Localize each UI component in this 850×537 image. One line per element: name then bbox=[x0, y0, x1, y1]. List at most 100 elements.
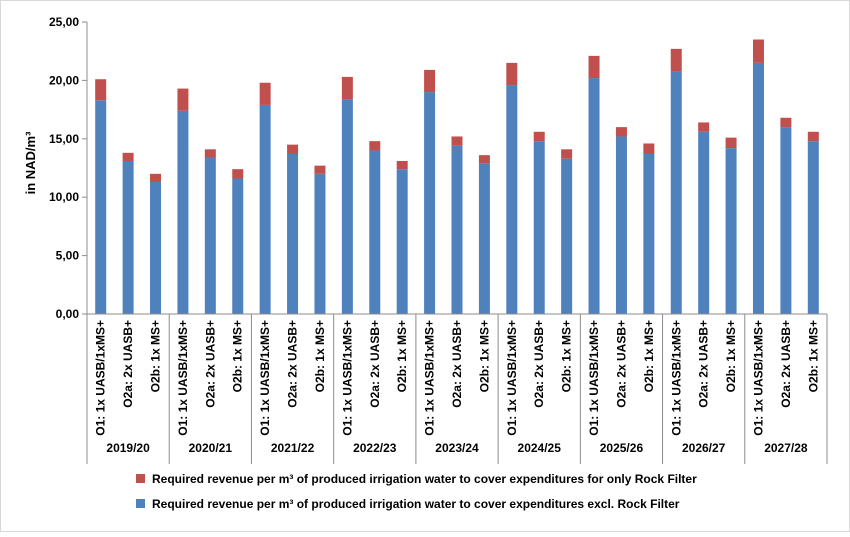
bar-segment-excl-rock-filter bbox=[506, 85, 518, 314]
x-tick-label: O1: 1x UASB/1xMS+ bbox=[423, 320, 437, 436]
bar-segment-excl-rock-filter bbox=[424, 92, 436, 314]
x-tick-label: O2a: 2x UASB+ bbox=[286, 320, 300, 408]
bar-segment-rock-filter bbox=[752, 39, 764, 63]
bar-segment-rock-filter bbox=[643, 143, 655, 154]
bar-segment-excl-rock-filter bbox=[150, 182, 162, 314]
x-tick-label: O2a: 2x UASB+ bbox=[450, 320, 464, 408]
x-group-label: 2023/24 bbox=[435, 441, 479, 455]
bar-segment-rock-filter bbox=[615, 127, 627, 137]
bar-segment-rock-filter bbox=[204, 149, 216, 158]
bar-segment-excl-rock-filter bbox=[369, 150, 381, 314]
y-tick-label: 15,00 bbox=[49, 132, 79, 146]
x-tick-label: O1: 1x UASB/1xMS+ bbox=[258, 320, 272, 436]
bar-segment-excl-rock-filter bbox=[478, 163, 490, 314]
bar-segment-excl-rock-filter bbox=[451, 145, 463, 314]
y-tick-label: 25,00 bbox=[49, 15, 79, 29]
bar-segment-excl-rock-filter bbox=[670, 71, 682, 314]
bar-segment-rock-filter bbox=[95, 79, 107, 101]
y-axis: 0,00 5,00 10,00 15,00 20,00 25,00 bbox=[49, 15, 88, 321]
x-group-label: 2020/21 bbox=[189, 441, 233, 455]
x-tick-label: O2a: 2x UASB+ bbox=[614, 320, 628, 408]
legend-swatch-excl-rock-filter bbox=[136, 499, 145, 508]
x-group-label: 2027/28 bbox=[764, 441, 808, 455]
x-tick-label: O1: 1x UASB/1xMS+ bbox=[94, 320, 108, 436]
x-tick-label: O2a: 2x UASB+ bbox=[368, 320, 382, 408]
bar-segment-rock-filter bbox=[807, 131, 819, 142]
bar-segment-excl-rock-filter bbox=[177, 110, 189, 315]
x-tick-label: O2a: 2x UASB+ bbox=[779, 320, 793, 408]
x-tick-label: O1: 1x UASB/1xMS+ bbox=[751, 320, 765, 436]
x-tick-label: O2b: 1x MS+ bbox=[149, 320, 163, 392]
bar-segment-excl-rock-filter bbox=[122, 160, 134, 314]
x-tick-label: O1: 1x UASB/1xMS+ bbox=[176, 320, 190, 436]
x-group-label: 2026/27 bbox=[682, 441, 726, 455]
bar-segment-rock-filter bbox=[232, 169, 244, 179]
x-tick-label: O1: 1x UASB/1xMS+ bbox=[669, 320, 683, 436]
x-axis: O1: 1x UASB/1xMS+ O2a: 2x UASB+ O2b: 1x MS… bbox=[86, 313, 828, 464]
legend: Required revenue per m³ of produced irri… bbox=[136, 472, 697, 511]
bar-segment-excl-rock-filter bbox=[95, 100, 107, 314]
bar-segment-rock-filter bbox=[424, 69, 436, 93]
x-tick-label: O2b: 1x MS+ bbox=[560, 320, 574, 392]
y-tick-label: 5,00 bbox=[56, 249, 80, 263]
bar-segment-rock-filter bbox=[259, 82, 271, 105]
bar-segment-rock-filter bbox=[287, 144, 299, 154]
bar-segment-excl-rock-filter bbox=[780, 127, 792, 315]
x-group-label: 2019/20 bbox=[106, 441, 150, 455]
x-tick-label: O2b: 1x MS+ bbox=[724, 320, 738, 392]
bar-segment-excl-rock-filter bbox=[204, 157, 216, 314]
bar-segment-excl-rock-filter bbox=[314, 173, 326, 314]
x-tick-label: O2a: 2x UASB+ bbox=[697, 320, 711, 408]
bar-segment-rock-filter bbox=[533, 131, 545, 142]
bar-segment-rock-filter bbox=[396, 160, 408, 170]
bar-segment-rock-filter bbox=[341, 76, 353, 100]
x-tick-label: O1: 1x UASB/1xMS+ bbox=[505, 320, 519, 436]
x-group-label: 2021/22 bbox=[271, 441, 315, 455]
x-tick-label: O2b: 1x MS+ bbox=[477, 320, 491, 392]
bar-segment-excl-rock-filter bbox=[561, 158, 573, 314]
x-group-label: 2024/25 bbox=[518, 441, 562, 455]
x-tick-label: O1: 1x UASB/1xMS+ bbox=[587, 320, 601, 436]
x-group-label: 2022/23 bbox=[353, 441, 397, 455]
bar-segment-rock-filter bbox=[314, 165, 326, 174]
bar-segment-excl-rock-filter bbox=[588, 78, 600, 314]
bar-segment-rock-filter bbox=[451, 136, 463, 146]
bar-segment-rock-filter bbox=[725, 137, 737, 149]
bar-segment-rock-filter bbox=[122, 152, 134, 161]
bar-segment-excl-rock-filter bbox=[341, 99, 353, 314]
x-tick-label: O2b: 1x MS+ bbox=[231, 320, 245, 392]
y-tick-label: 20,00 bbox=[49, 73, 79, 87]
y-axis-title: in NAD/m³ bbox=[23, 131, 38, 195]
bar-segment-rock-filter bbox=[506, 62, 518, 86]
bar-segment-excl-rock-filter bbox=[752, 62, 764, 314]
bar-segment-excl-rock-filter bbox=[643, 153, 655, 314]
bar-segment-rock-filter bbox=[670, 48, 682, 72]
x-tick-label: O2a: 2x UASB+ bbox=[121, 320, 135, 408]
bar-segment-excl-rock-filter bbox=[396, 169, 408, 314]
legend-label: Required revenue per m³ of produced irri… bbox=[152, 497, 680, 511]
x-tick-label: O2b: 1x MS+ bbox=[313, 320, 327, 392]
bar-segment-rock-filter bbox=[698, 122, 710, 132]
bar-segment-excl-rock-filter bbox=[533, 141, 545, 314]
bar-segment-excl-rock-filter bbox=[615, 136, 627, 314]
bar-segment-excl-rock-filter bbox=[725, 148, 737, 314]
bar-segment-excl-rock-filter bbox=[807, 141, 819, 314]
x-tick-label: O2a: 2x UASB+ bbox=[532, 320, 546, 408]
x-tick-label: O2b: 1x MS+ bbox=[642, 320, 656, 392]
legend-label: Required revenue per m³ of produced irri… bbox=[152, 472, 697, 486]
bar-segment-excl-rock-filter bbox=[698, 131, 710, 314]
x-tick-label: O1: 1x UASB/1xMS+ bbox=[340, 320, 354, 436]
legend-swatch-rock-filter bbox=[136, 474, 145, 483]
bar-segment-rock-filter bbox=[478, 155, 490, 164]
x-tick-label: O2b: 1x MS+ bbox=[806, 320, 820, 392]
bar-segment-rock-filter bbox=[150, 173, 162, 183]
bar-segment-excl-rock-filter bbox=[287, 153, 299, 314]
bars bbox=[95, 39, 819, 315]
y-tick-label: 10,00 bbox=[49, 190, 79, 204]
x-tick-label: O2a: 2x UASB+ bbox=[203, 320, 217, 408]
bar-segment-excl-rock-filter bbox=[259, 104, 271, 315]
bar-segment-rock-filter bbox=[369, 141, 381, 151]
y-tick-label: 0,00 bbox=[56, 307, 80, 321]
